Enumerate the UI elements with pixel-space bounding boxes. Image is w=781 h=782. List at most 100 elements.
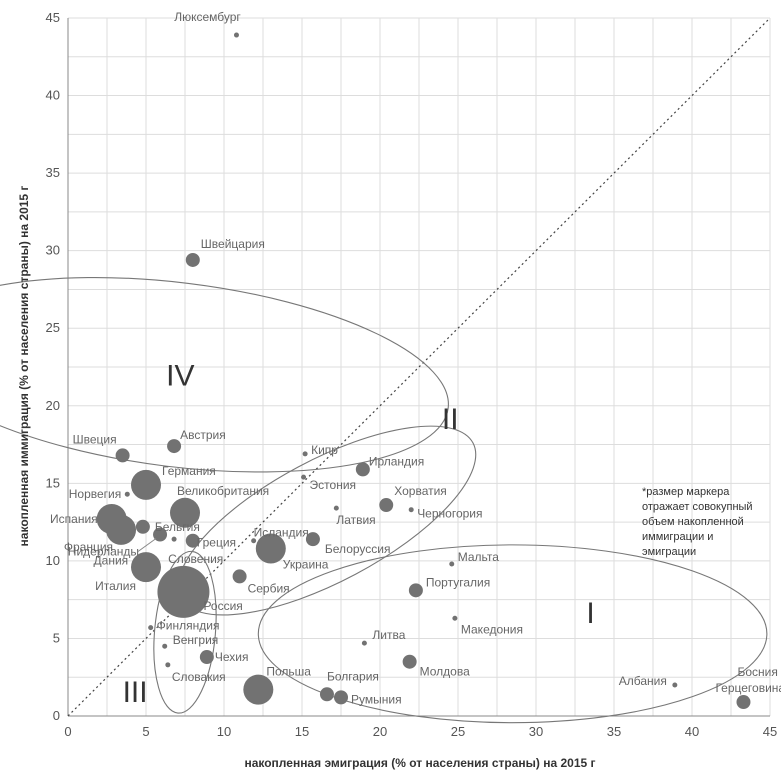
x-tick-label: 20 [373, 724, 387, 739]
group-ellipse-iv [0, 276, 449, 473]
y-tick-label: 45 [46, 10, 60, 25]
point-литва [361, 640, 367, 646]
label-черногория: Черногория [417, 507, 482, 521]
point-венгрия [162, 643, 168, 649]
point-черногория [408, 507, 414, 513]
point-люксембург [233, 32, 239, 38]
label-македония: Македония [461, 622, 523, 636]
point-греция [185, 533, 200, 548]
point-болгария [319, 687, 334, 702]
label-германия: Германия [162, 464, 216, 478]
label-франция: Франция [64, 540, 113, 554]
group-label-iv: IV [166, 360, 194, 393]
label-хорватия: Хорватия [394, 484, 447, 498]
point-эстония [301, 474, 307, 480]
group-ellipses [0, 276, 768, 724]
label-австрия: Австрия [180, 428, 226, 442]
label-украина: Украина [283, 557, 329, 571]
label-польша: Польша [266, 665, 311, 679]
y-tick-label: 40 [46, 88, 60, 103]
point-румыния [334, 690, 348, 705]
label-швеция: Швеция [73, 432, 117, 446]
point-франция [106, 514, 137, 545]
point-австрия [167, 439, 182, 454]
label-ирландия: Ирландия [369, 454, 424, 468]
point-словакия [165, 662, 171, 668]
label-словакия: Словакия [172, 670, 226, 684]
label-литва: Литва [372, 628, 405, 642]
note-line-5: эмиграции [642, 546, 696, 558]
label-исландия: Исландия [254, 526, 309, 540]
note-line-3: объем накопленной [642, 516, 744, 528]
group-ellipse-iii [153, 550, 217, 714]
label-кипр: Кипр [311, 443, 338, 457]
note-line-2: отражает совокупный [642, 501, 753, 513]
label-белоруссия: Белоруссия [325, 542, 391, 556]
label-босния-и-герцеговина-line-2: Герцеговина [715, 681, 781, 695]
label-испания: Испания [50, 512, 98, 526]
y-tick-label: 20 [46, 398, 60, 413]
y-tick-label: 10 [46, 553, 60, 568]
label-латвия: Латвия [336, 513, 375, 527]
label-болгария: Болгария [327, 669, 379, 683]
point-бельгия [135, 519, 150, 534]
point-швейцария [185, 252, 200, 267]
point-португалия [408, 583, 423, 598]
data-points [96, 32, 751, 710]
point-швеция [115, 448, 130, 463]
label-португалия: Португалия [426, 575, 490, 589]
y-tick-label: 35 [46, 165, 60, 180]
point-македония [452, 615, 458, 621]
point-молдова [402, 654, 417, 669]
leader-line-niderlandy [137, 538, 157, 552]
point-хорватия [379, 498, 394, 513]
label-румыния: Румыния [351, 692, 402, 706]
label-финляндия: Финляндия [157, 619, 220, 633]
x-tick-label: 45 [763, 724, 777, 739]
label-венгрия: Венгрия [173, 633, 219, 647]
point-норвегия [124, 491, 130, 497]
x-tick-label: 10 [217, 724, 231, 739]
y-tick-label: 30 [46, 243, 60, 258]
label-молдова: Молдова [420, 665, 470, 679]
point-украина [255, 533, 286, 564]
label-великобритания: Великобритания [177, 484, 269, 498]
label-россия: Россия [203, 599, 242, 613]
label-норвегия: Норвегия [69, 487, 122, 501]
x-tick-label: 40 [685, 724, 699, 739]
group-label-ii: II [442, 403, 459, 436]
label-нидерланды: Нидерланды [68, 545, 139, 559]
y-tick-label: 25 [46, 320, 60, 335]
point-великобритания [170, 497, 200, 528]
label-албания: Албания [619, 674, 667, 688]
note-line-4: иммиграции и [642, 531, 713, 543]
label-греция: Греция [197, 536, 236, 550]
group-label-i: I [586, 597, 594, 630]
data-labels: Люксембург Швейцария Австрия Швеция Германия… [50, 10, 781, 706]
point-босния-и-герцеговина [736, 695, 751, 710]
point-исландия [251, 538, 257, 544]
label-люксембург: Люксембург [174, 10, 241, 24]
marker-size-note: *размер маркера отражает совокупный объе… [642, 486, 753, 558]
point-ирландия [355, 462, 370, 477]
grid-lines [68, 17, 771, 716]
label-словения: Словения [168, 552, 223, 566]
y-axis-title: накопленная иммиграция (% от населения с… [17, 186, 31, 547]
x-tick-label: 15 [295, 724, 309, 739]
point-польша [243, 674, 274, 705]
label-дания: Дания [94, 553, 129, 567]
note-line-1: *размер маркера [642, 486, 730, 498]
label-сербия: Сербия [248, 581, 290, 595]
label-мальта: Мальта [458, 550, 499, 564]
y-tick-label: 5 [53, 630, 60, 645]
label-эстония: Эстония [310, 478, 357, 492]
x-axis-title: накопленная эмиграция (% от населения ст… [244, 756, 595, 770]
label-чехия: Чехия [215, 650, 249, 664]
point-кипр [302, 451, 308, 457]
x-tick-label: 0 [64, 724, 71, 739]
point-латвия [333, 505, 339, 511]
x-tick-label: 30 [529, 724, 543, 739]
